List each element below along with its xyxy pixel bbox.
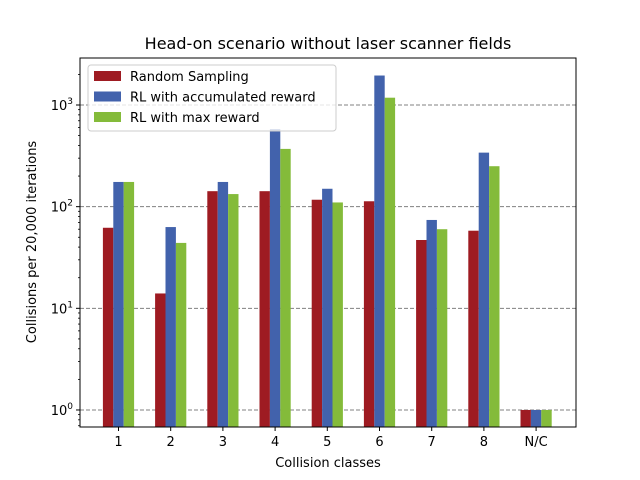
x-axis-ticks: 1 2 3 4 5 6 7 8 N/C: [114, 427, 548, 450]
bar: [123, 181, 135, 427]
bar: [416, 239, 427, 427]
x-tick-label: N/C: [525, 435, 548, 450]
bar: [280, 148, 291, 427]
bar: [175, 242, 187, 427]
x-tick-label: 2: [167, 435, 175, 450]
bars: [102, 75, 552, 427]
x-tick-label: 1: [114, 435, 122, 450]
bar: [436, 229, 448, 427]
y-tick-label: 101: [51, 300, 73, 317]
bar: [384, 97, 396, 427]
x-tick-label: 8: [480, 435, 488, 450]
bar: [165, 227, 176, 427]
bar: [113, 181, 124, 427]
legend: Random Sampling RL with accumulated rewar…: [87, 64, 337, 132]
x-tick-label: 4: [271, 435, 279, 450]
legend-label: RL with accumulated reward: [130, 91, 316, 106]
legend-label: Random Sampling: [130, 70, 249, 85]
chart-title: Head-on scenario without laser scanner f…: [145, 34, 512, 53]
bar: [311, 199, 323, 427]
y-axis-label: Collisions per 20,000 iterations: [25, 141, 40, 344]
bar: [363, 201, 375, 427]
y-tick-label-base: 10: [51, 302, 68, 317]
y-tick-label-base: 10: [51, 404, 68, 419]
legend-swatch: [94, 91, 121, 102]
bar: [228, 194, 239, 427]
x-tick-label: 3: [219, 435, 227, 450]
bar: [269, 129, 281, 427]
y-tick-label-exponent: 0: [67, 402, 73, 412]
legend-swatch: [94, 112, 121, 122]
bar: [520, 409, 531, 427]
bar: [207, 191, 218, 427]
bar: [530, 409, 542, 427]
y-tick-label-exponent: 3: [67, 97, 73, 107]
legend-label: RL with max reward: [130, 111, 260, 126]
legend-swatch: [94, 71, 121, 81]
x-tick-label: 6: [375, 435, 383, 450]
bar: [259, 191, 270, 427]
y-tick-label: 102: [51, 199, 73, 216]
plot-frame: [79, 57, 577, 428]
y-tick-label-exponent: 1: [67, 300, 73, 310]
x-axis-label: Collision classes: [275, 456, 381, 471]
bar: [332, 202, 343, 427]
y-tick-label-exponent: 2: [67, 199, 73, 209]
bar: [478, 152, 490, 427]
bar: [217, 181, 229, 427]
bar: [102, 227, 114, 427]
bar: [489, 166, 500, 427]
bar: [322, 188, 333, 427]
bar: [541, 409, 552, 427]
bar: [155, 293, 166, 427]
x-tick-label: 7: [428, 435, 436, 450]
y-tick-label: 103: [51, 97, 73, 114]
legend-box: [87, 64, 337, 132]
bar: [426, 219, 437, 427]
x-tick-label: 5: [323, 435, 331, 450]
bar: [374, 75, 385, 427]
y-tick-label-base: 10: [51, 99, 68, 114]
bar: [468, 230, 479, 427]
y-tick-label: 100: [51, 402, 74, 419]
y-tick-label-base: 10: [51, 201, 68, 216]
